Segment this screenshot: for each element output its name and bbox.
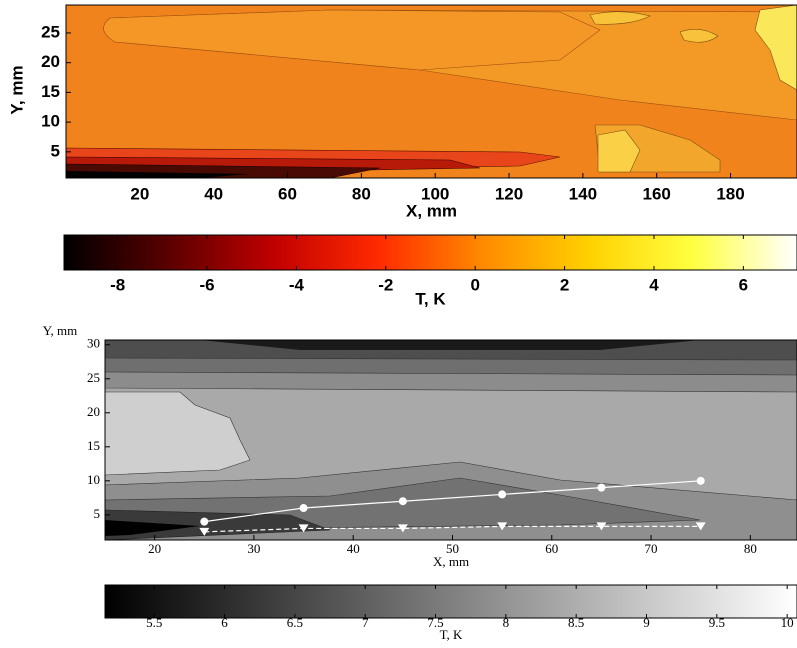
colorbar-tick-label: 8.5 — [568, 615, 584, 630]
x-tick-label: 140 — [569, 184, 597, 203]
marker — [498, 490, 507, 499]
colorbar-tick-label: 10 — [781, 615, 794, 630]
colorbar-tick-label: 5.5 — [146, 615, 162, 630]
marker — [596, 522, 607, 531]
y-tick-label: 10 — [41, 112, 60, 131]
y-tick-label: 5 — [94, 506, 101, 521]
y-tick-label: 5 — [51, 141, 60, 160]
colorbar-tick-label: 6 — [739, 275, 748, 294]
colorbar-tick-label: 6 — [221, 615, 228, 630]
colorbar-tick-label: -2 — [378, 275, 393, 294]
colorbar-tick-label: 7 — [362, 615, 369, 630]
colorbar-label: T, K — [415, 289, 446, 308]
series-line — [204, 525, 701, 533]
x-tick-label: 160 — [643, 184, 671, 203]
contour-field — [66, 5, 797, 178]
x-tick-label: 50 — [446, 541, 459, 556]
marker — [695, 522, 706, 531]
x-tick-label: 20 — [148, 541, 161, 556]
colorbar — [63, 234, 797, 271]
x-tick-label: 60 — [278, 184, 297, 203]
marker — [696, 476, 705, 485]
colorbar — [104, 584, 797, 619]
contour-field — [105, 340, 797, 540]
marker — [597, 483, 606, 492]
x-tick-label: 30 — [247, 541, 260, 556]
marker — [497, 522, 508, 531]
marker — [200, 517, 209, 526]
x-tick-label: 70 — [645, 541, 658, 556]
y-tick-label: 20 — [87, 404, 100, 419]
colorbar-tick-label: 9 — [643, 615, 650, 630]
marker — [298, 524, 309, 533]
series-line — [204, 480, 701, 523]
x-axis-label: X, mm — [433, 554, 469, 569]
plot-frame — [104, 339, 797, 541]
y-tick-label: 20 — [41, 52, 60, 71]
colorbar-tick-label: -4 — [289, 275, 305, 294]
y-tick-label: 25 — [87, 370, 100, 385]
colorbar-tick-label: 4 — [649, 275, 659, 294]
colorbar-tick-label: -6 — [199, 275, 214, 294]
y-tick-label: 15 — [41, 82, 60, 101]
colorbar-tick-label: -8 — [110, 275, 125, 294]
x-tick-label: 20 — [130, 184, 149, 203]
x-tick-label: 80 — [352, 184, 371, 203]
y-tick-label: 15 — [87, 438, 100, 453]
marker — [397, 524, 408, 533]
y-axis-label: Y, mm — [7, 65, 26, 114]
colorbar-tick-label: 7.5 — [427, 615, 443, 630]
colorbar-tick-label: 6.5 — [287, 615, 303, 630]
colorbar-tick-label: 9.5 — [709, 615, 725, 630]
marker — [398, 497, 407, 506]
y-tick-label: 30 — [87, 336, 100, 351]
colorbar-label: T, K — [440, 627, 463, 642]
x-tick-label: 100 — [421, 184, 449, 203]
y-tick-label: 25 — [41, 22, 60, 41]
x-tick-label: 120 — [495, 184, 523, 203]
colorbar-tick-label: 0 — [470, 275, 479, 294]
x-tick-label: 40 — [347, 541, 360, 556]
y-tick-label: 10 — [87, 472, 100, 487]
chart: 20 30 40 50 60 70 80 5 10 15 20 25 30 X, mm Y, mm 5.5 6 6… — [43, 323, 797, 642]
x-tick-label: 60 — [545, 541, 558, 556]
y-axis-label: Y, mm — [43, 323, 77, 338]
x-tick-label: 40 — [204, 184, 223, 203]
marker — [199, 527, 210, 536]
marker — [299, 504, 308, 513]
plot-frame — [65, 4, 797, 179]
x-tick-label: 180 — [716, 184, 744, 203]
colorbar-tick-label: 8 — [503, 615, 510, 630]
x-axis-label: X, mm — [406, 201, 457, 220]
colorbar-tick-label: 2 — [560, 275, 569, 294]
x-tick-label: 80 — [744, 541, 757, 556]
